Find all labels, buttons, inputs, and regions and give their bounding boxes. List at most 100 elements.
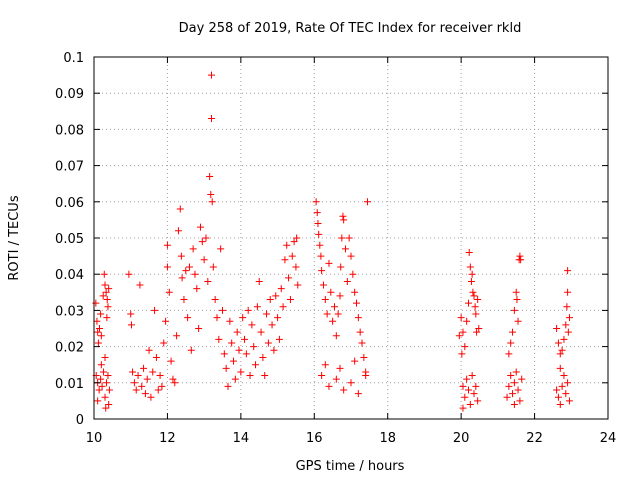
data-point: [283, 241, 291, 249]
data-point: [143, 375, 151, 383]
data-point: [195, 325, 203, 332]
data-point: [503, 393, 511, 401]
data-point: [312, 198, 320, 206]
data-point: [464, 386, 472, 394]
data-point: [101, 393, 109, 401]
data-point: [275, 335, 283, 343]
data-point: [259, 353, 267, 361]
data-point: [101, 353, 109, 361]
data-point: [163, 241, 171, 249]
data-point: [516, 397, 524, 405]
data-point: [321, 361, 329, 369]
data-point: [211, 296, 219, 304]
y-tick-label: 0.01: [55, 377, 84, 392]
y-tick-label: 0.05: [55, 232, 84, 247]
data-point: [97, 310, 105, 318]
data-point: [343, 277, 351, 285]
data-point: [207, 191, 215, 199]
data-point: [163, 263, 171, 271]
data-point: [466, 401, 474, 409]
data-point: [233, 328, 241, 336]
data-point: [353, 299, 361, 307]
data-point: [319, 281, 327, 289]
data-point: [268, 321, 276, 329]
data-point: [338, 234, 346, 242]
data-point: [252, 361, 260, 369]
data-point: [565, 314, 573, 322]
data-point: [509, 390, 517, 398]
data-point: [94, 328, 102, 336]
data-point: [176, 205, 184, 213]
data-point: [235, 346, 243, 354]
data-point: [565, 397, 573, 405]
data-point: [158, 382, 166, 390]
data-point: [474, 397, 482, 405]
data-point: [206, 172, 214, 180]
data-point: [281, 256, 289, 264]
data-point: [239, 314, 247, 322]
data-point: [351, 357, 359, 365]
data-point: [512, 368, 520, 376]
data-point: [463, 375, 471, 383]
x-tick-label: 24: [600, 431, 617, 446]
data-point: [470, 292, 478, 300]
data-point: [339, 212, 347, 220]
data-point: [292, 263, 300, 271]
data-point: [154, 386, 162, 394]
data-point: [347, 252, 355, 260]
y-tick-label: 0.02: [55, 341, 84, 356]
data-point: [99, 292, 107, 300]
data-point: [465, 248, 473, 256]
data-point: [97, 332, 105, 340]
data-point: [208, 198, 216, 206]
y-axis-label: ROTI / TECUs: [7, 195, 22, 280]
data-point: [564, 379, 572, 387]
data-point: [325, 259, 333, 267]
data-point: [185, 263, 193, 271]
data-point: [253, 303, 261, 311]
data-point: [553, 386, 561, 394]
data-point: [336, 292, 344, 300]
data-point: [141, 390, 149, 398]
data-point: [184, 314, 192, 322]
data-point: [228, 339, 236, 347]
chart-title: Day 258 of 2019, Rate Of TEC Index for r…: [179, 21, 522, 36]
data-point: [351, 288, 359, 296]
data-point: [134, 372, 142, 380]
data-point: [558, 382, 566, 390]
data-point: [272, 292, 280, 300]
data-point: [472, 310, 480, 318]
data-point: [105, 285, 113, 293]
data-point: [94, 397, 102, 405]
data-point: [277, 285, 285, 293]
data-point: [215, 335, 223, 343]
y-tick-label: 0.07: [55, 160, 84, 175]
data-point: [96, 325, 104, 332]
data-point: [554, 339, 562, 347]
data-point: [207, 71, 215, 79]
y-tick-label: 0.04: [55, 268, 84, 283]
data-point: [323, 310, 331, 318]
data-point: [213, 314, 221, 322]
data-point: [132, 386, 140, 394]
data-point: [362, 372, 370, 380]
data-point: [459, 382, 467, 390]
data-point: [129, 368, 137, 376]
y-tick-label: 0: [76, 413, 84, 428]
data-point: [474, 296, 482, 304]
data-point: [468, 270, 476, 278]
data-point: [336, 364, 344, 372]
data-point: [558, 346, 566, 354]
data-point: [514, 386, 522, 394]
data-points: [92, 71, 573, 412]
data-point: [220, 350, 228, 358]
data-point: [171, 379, 179, 387]
x-tick-label: 18: [379, 431, 396, 446]
data-point: [471, 303, 479, 311]
data-point: [127, 310, 135, 318]
data-point: [467, 277, 475, 285]
data-point: [250, 343, 258, 351]
data-point: [189, 245, 197, 253]
data-point: [290, 238, 298, 246]
data-point: [248, 321, 256, 329]
